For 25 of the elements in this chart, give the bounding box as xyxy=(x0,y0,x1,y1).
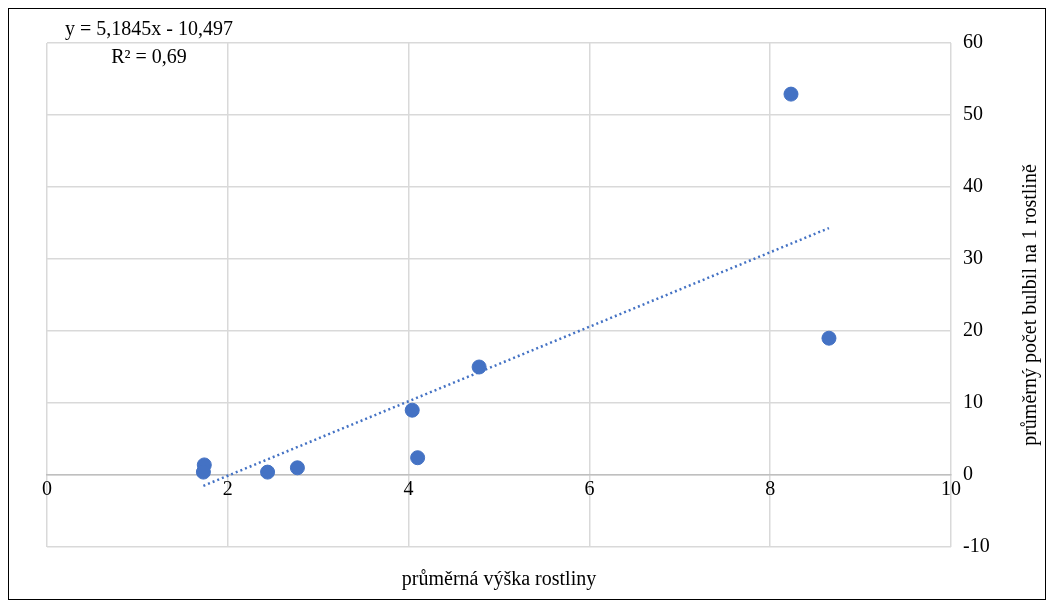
y-axis-title: průměrný počet bulbil na 1 rostlině xyxy=(1018,164,1042,446)
x-tick-label: 0 xyxy=(42,477,52,500)
y-tick-label: 40 xyxy=(963,174,983,197)
point xyxy=(289,460,305,476)
point xyxy=(471,359,487,375)
y-tick-label: 60 xyxy=(963,30,983,53)
point xyxy=(783,86,799,102)
point xyxy=(260,464,276,480)
y-tick-label: 10 xyxy=(963,390,983,413)
x-tick-label: 4 xyxy=(403,477,414,500)
point xyxy=(821,330,837,346)
point xyxy=(404,402,420,418)
annotation: R² = 0,69 xyxy=(111,45,187,67)
x-axis-title: průměrná výška rostliny xyxy=(401,567,597,590)
x-tick-label: 8 xyxy=(765,477,776,500)
x-tick-label: 10 xyxy=(941,477,961,500)
x-tick-label: 2 xyxy=(222,477,233,500)
point xyxy=(410,450,426,466)
y-tick-label: 0 xyxy=(963,462,973,485)
y-tick-label: 20 xyxy=(963,318,983,341)
y-tick-label: -10 xyxy=(963,534,990,557)
x-tick-label: 6 xyxy=(584,477,595,500)
text: y = 5,1845x - 10,497 xyxy=(65,17,233,40)
y-tick-label: 30 xyxy=(963,246,983,269)
y-tick-label: 50 xyxy=(963,102,983,125)
